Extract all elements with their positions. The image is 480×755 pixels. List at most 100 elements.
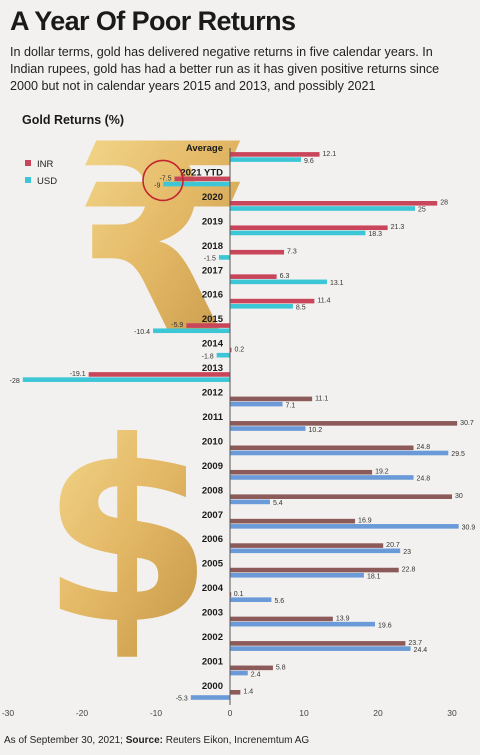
- category-label: 2006: [202, 534, 223, 545]
- data-label-inr: 30.7: [460, 420, 474, 427]
- bar-inr: [230, 494, 452, 499]
- bar-usd: [230, 572, 364, 578]
- data-label-usd: 5.4: [273, 500, 283, 507]
- data-label-inr: 30: [455, 493, 463, 500]
- data-label-inr: 11.4: [317, 298, 330, 305]
- bar-inr: [230, 543, 384, 548]
- category-label: 2016: [202, 290, 223, 301]
- bar-usd: [230, 499, 270, 505]
- bar-usd: [230, 524, 459, 529]
- data-label-inr: 13.9: [336, 615, 350, 622]
- category-label: 2002: [202, 632, 223, 643]
- bar-inr: [230, 469, 373, 475]
- bar-usd: [163, 181, 230, 187]
- subtitle-line: In dollar terms, gold has delivered nega…: [10, 45, 433, 59]
- chart-subtitle: In dollar terms, gold has delivered nega…: [10, 44, 472, 95]
- data-label-inr: -5.9: [171, 322, 183, 329]
- bar-usd: [230, 670, 248, 676]
- bar-inr: [186, 323, 230, 328]
- data-label-usd: 30.9: [462, 525, 476, 532]
- bar-inr: [230, 641, 406, 646]
- data-label-usd: 24.8: [417, 476, 431, 483]
- data-label-inr: 22.8: [402, 566, 416, 573]
- bar-usd: [230, 475, 414, 480]
- chart-heading: Gold Returns (%): [22, 113, 125, 127]
- data-label-inr: -19.1: [70, 371, 86, 378]
- bar-inr: [174, 176, 230, 182]
- data-label-inr: 5.8: [276, 664, 286, 671]
- data-label-inr: 12.1: [323, 151, 337, 158]
- bar-usd: [230, 548, 401, 554]
- data-label-inr: 11.1: [315, 395, 328, 402]
- data-label-inr: 6.3: [280, 273, 290, 280]
- bar-inr: [230, 690, 241, 695]
- bar-usd: [153, 328, 230, 334]
- bar-inr: [230, 445, 414, 451]
- data-label-usd: 2.4: [251, 671, 261, 678]
- bar-inr: [230, 616, 333, 622]
- category-label: 2000: [202, 681, 223, 692]
- bar-usd: [230, 646, 411, 651]
- bar-usd: [230, 621, 376, 627]
- data-label-usd: 13.1: [330, 280, 344, 287]
- bar-inr: [88, 372, 230, 377]
- footer-source-text: Reuters Eikon, Increnemtum AG: [165, 735, 310, 746]
- data-label-usd: 23: [403, 549, 411, 556]
- bar-inr: [230, 518, 356, 524]
- x-tick-label: 10: [299, 708, 309, 718]
- category-label: 2012: [202, 388, 223, 399]
- subtitle-line: Indian rupees, gold has had a better run…: [10, 62, 440, 76]
- data-label-inr: 0.2: [234, 346, 244, 353]
- bar-inr: [230, 421, 458, 426]
- legend-label: USD: [37, 176, 57, 187]
- bar-usd: [230, 304, 293, 309]
- category-label: 2005: [202, 559, 224, 570]
- category-label: 2017: [202, 265, 223, 276]
- category-label: 2014: [202, 339, 224, 350]
- data-label-usd: 9.6: [304, 158, 314, 165]
- bar-inr: [230, 201, 438, 206]
- data-label-usd: 29.5: [451, 451, 465, 458]
- bar-usd: [230, 279, 327, 285]
- data-label-usd: -1.8: [202, 353, 214, 360]
- bar-inr: [230, 225, 388, 231]
- bar-inr: [230, 298, 315, 304]
- data-label-usd: 19.6: [378, 622, 392, 629]
- data-label-inr: 20.7: [386, 542, 400, 549]
- category-label: 2003: [202, 608, 223, 619]
- data-label-inr: 24.8: [417, 444, 431, 451]
- data-label-inr: 0.1: [234, 591, 244, 598]
- bar-usd: [230, 157, 302, 162]
- category-label: 2015: [202, 314, 224, 325]
- x-tick-label: -10: [150, 708, 163, 718]
- data-label-usd: -10.4: [134, 329, 150, 336]
- data-label-usd: -5.3: [176, 696, 188, 703]
- bar-usd: [216, 352, 230, 358]
- x-tick-label: -20: [76, 708, 89, 718]
- category-label: 2018: [202, 241, 223, 252]
- data-label-usd: 7.1: [286, 402, 296, 409]
- data-label-usd: -1.5: [204, 256, 216, 263]
- bar-usd: [230, 450, 449, 456]
- data-label-usd: -9: [154, 182, 160, 189]
- legend-label: INR: [37, 159, 54, 170]
- data-label-usd: 25: [418, 207, 426, 214]
- category-label: 2021 YTD: [180, 167, 223, 178]
- category-label: 2010: [202, 436, 223, 447]
- data-label-usd: 10.2: [308, 427, 322, 434]
- data-label-inr: 23.7: [408, 640, 422, 647]
- category-label: 2013: [202, 363, 223, 374]
- category-label: 2008: [202, 485, 223, 496]
- bar-inr: [230, 347, 232, 353]
- data-label-inr: 28: [440, 200, 448, 207]
- highlight-circle: [142, 159, 184, 202]
- dollar-symbol-icon: $: [40, 388, 214, 679]
- data-label-usd: 18.1: [367, 573, 381, 580]
- category-label: 2001: [202, 656, 224, 667]
- bar-usd: [230, 597, 272, 602]
- x-tick-label: 0: [228, 708, 233, 718]
- data-label-usd: 5.6: [274, 598, 284, 605]
- category-label: 2011: [202, 412, 223, 423]
- bar-usd: [230, 206, 415, 211]
